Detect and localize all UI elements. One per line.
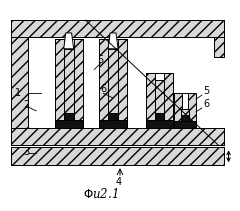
Bar: [12, 20, 224, 37]
Text: 3: 3: [23, 147, 30, 157]
Bar: [64, 113, 74, 120]
Bar: [181, 115, 189, 121]
Polygon shape: [64, 33, 74, 49]
Text: $\Phi$u2.1: $\Phi$u2.1: [83, 187, 118, 201]
Text: 4: 4: [116, 177, 122, 187]
Bar: [64, 49, 74, 120]
Text: 5: 5: [203, 86, 209, 96]
Bar: [181, 109, 189, 121]
Bar: [64, 39, 74, 128]
Bar: [99, 120, 127, 128]
Bar: [108, 49, 118, 120]
Bar: [55, 120, 83, 128]
Text: 1: 1: [15, 88, 22, 98]
Bar: [155, 80, 164, 120]
Bar: [12, 147, 224, 165]
Text: 6: 6: [100, 84, 106, 94]
Bar: [12, 147, 224, 165]
Bar: [12, 20, 224, 37]
Bar: [155, 73, 164, 128]
Bar: [174, 93, 182, 128]
Bar: [146, 73, 155, 128]
Bar: [99, 39, 108, 128]
Bar: [181, 109, 189, 121]
Bar: [188, 93, 196, 128]
Bar: [155, 113, 164, 120]
Bar: [164, 73, 173, 128]
Bar: [12, 128, 224, 145]
Bar: [118, 39, 127, 128]
Bar: [55, 39, 64, 128]
Bar: [108, 39, 118, 128]
Bar: [12, 37, 28, 145]
Bar: [12, 128, 224, 145]
Bar: [12, 37, 28, 145]
Bar: [214, 37, 224, 57]
Bar: [214, 37, 224, 57]
Polygon shape: [108, 33, 118, 49]
Bar: [146, 120, 173, 128]
Bar: [108, 113, 118, 120]
Bar: [74, 39, 83, 128]
Text: 2: 2: [23, 100, 30, 110]
Text: 5: 5: [97, 55, 103, 65]
Text: 6: 6: [203, 99, 209, 109]
Bar: [182, 93, 188, 128]
Bar: [174, 121, 196, 128]
